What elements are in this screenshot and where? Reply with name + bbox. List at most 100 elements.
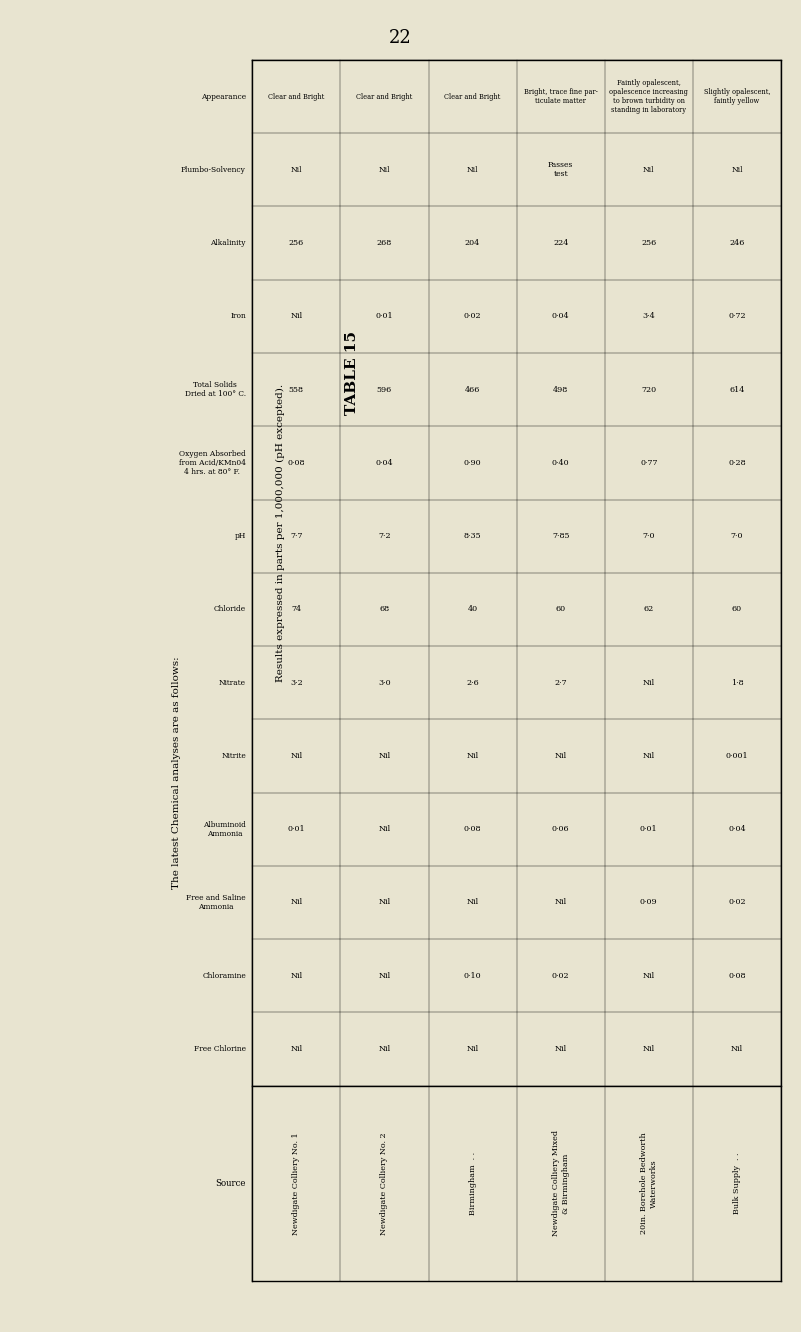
Text: Nil: Nil bbox=[291, 165, 302, 174]
Text: 60: 60 bbox=[732, 605, 742, 614]
Text: 0·28: 0·28 bbox=[728, 458, 746, 468]
Text: Clear and Bright: Clear and Bright bbox=[445, 92, 501, 101]
Text: 20in. Borehole Bedworth
Waterworks: 20in. Borehole Bedworth Waterworks bbox=[640, 1132, 658, 1235]
Text: 204: 204 bbox=[465, 238, 481, 248]
Text: 0·09: 0·09 bbox=[640, 898, 658, 907]
Text: 466: 466 bbox=[465, 385, 481, 394]
Text: 558: 558 bbox=[289, 385, 304, 394]
Text: Albuminoid
Ammonia: Albuminoid Ammonia bbox=[203, 821, 246, 838]
Text: Nil: Nil bbox=[379, 165, 390, 174]
Text: Nitrate: Nitrate bbox=[219, 678, 246, 687]
Text: 256: 256 bbox=[641, 238, 657, 248]
Text: Nil: Nil bbox=[290, 751, 303, 761]
Text: 0·08: 0·08 bbox=[728, 971, 746, 980]
Text: Nil: Nil bbox=[378, 1044, 391, 1054]
Text: 2·7: 2·7 bbox=[554, 678, 567, 687]
Text: Nil: Nil bbox=[378, 751, 391, 761]
Text: Nil: Nil bbox=[466, 1044, 479, 1054]
Text: Newdigate Colliery Mixed
& Birmingham: Newdigate Colliery Mixed & Birmingham bbox=[552, 1131, 570, 1236]
Text: Nil: Nil bbox=[466, 898, 479, 907]
Text: 0·01: 0·01 bbox=[288, 825, 305, 834]
Text: Clear and Bright: Clear and Bright bbox=[356, 92, 413, 101]
Text: 256: 256 bbox=[288, 238, 304, 248]
Text: 0·08: 0·08 bbox=[288, 458, 305, 468]
Text: 0·02: 0·02 bbox=[552, 971, 570, 980]
Text: 3·2: 3·2 bbox=[290, 678, 303, 687]
Text: 40: 40 bbox=[468, 605, 477, 614]
Text: 0·77: 0·77 bbox=[640, 458, 658, 468]
Text: Total Solids
Dried at 100° C.: Total Solids Dried at 100° C. bbox=[185, 381, 246, 398]
Text: Nil: Nil bbox=[642, 971, 655, 980]
Text: Nil: Nil bbox=[378, 898, 391, 907]
Text: 7·0: 7·0 bbox=[731, 531, 743, 541]
Text: Nil: Nil bbox=[554, 898, 567, 907]
Text: Nil: Nil bbox=[642, 1044, 655, 1054]
Text: 7·2: 7·2 bbox=[378, 531, 391, 541]
Text: Clear and Bright: Clear and Bright bbox=[268, 92, 324, 101]
Text: 246: 246 bbox=[729, 238, 745, 248]
Text: Source: Source bbox=[215, 1179, 246, 1188]
Text: Nitrite: Nitrite bbox=[221, 751, 246, 761]
Text: 596: 596 bbox=[376, 385, 392, 394]
Text: Free and Saline
Ammonia: Free and Saline Ammonia bbox=[187, 894, 246, 911]
Text: Newdigate Colliery No. 2: Newdigate Colliery No. 2 bbox=[380, 1132, 388, 1235]
Text: Nil: Nil bbox=[290, 898, 303, 907]
Text: Iron: Iron bbox=[230, 312, 246, 321]
Text: 7·0: 7·0 bbox=[642, 531, 655, 541]
Text: Slightly opalescent,
faintly yellow: Slightly opalescent, faintly yellow bbox=[703, 88, 771, 105]
Text: 0·90: 0·90 bbox=[464, 458, 481, 468]
Text: 22: 22 bbox=[389, 29, 412, 48]
Text: 720: 720 bbox=[642, 385, 656, 394]
Text: Faintly opalescent,
opalescence increasing
to brown turbidity on
standing in lab: Faintly opalescent, opalescence increasi… bbox=[610, 79, 688, 115]
Text: Passes
test: Passes test bbox=[548, 161, 574, 178]
Text: 68: 68 bbox=[380, 605, 389, 614]
Text: Alkalinity: Alkalinity bbox=[211, 238, 246, 248]
Text: Nil: Nil bbox=[554, 751, 567, 761]
Text: Nil: Nil bbox=[731, 1044, 743, 1054]
Text: Nil: Nil bbox=[290, 1044, 303, 1054]
Text: Nil: Nil bbox=[466, 751, 479, 761]
Text: 74: 74 bbox=[292, 605, 301, 614]
Text: 0·06: 0·06 bbox=[552, 825, 570, 834]
Text: Bulk Supply  . .: Bulk Supply . . bbox=[733, 1152, 741, 1215]
Text: Chloramine: Chloramine bbox=[202, 971, 246, 980]
Text: Nil: Nil bbox=[290, 971, 303, 980]
Text: Results expressed in parts per 1,000,000 (pH excepted).: Results expressed in parts per 1,000,000… bbox=[276, 384, 285, 682]
Text: 7·7: 7·7 bbox=[290, 531, 303, 541]
Text: 0·001: 0·001 bbox=[726, 751, 748, 761]
Text: 2·6: 2·6 bbox=[466, 678, 479, 687]
Text: Plumbo-Solvency: Plumbo-Solvency bbox=[181, 165, 246, 174]
Text: 3·4: 3·4 bbox=[642, 312, 655, 321]
Text: Free Chlorine: Free Chlorine bbox=[194, 1044, 246, 1054]
Text: Newdigate Colliery No. 1: Newdigate Colliery No. 1 bbox=[292, 1132, 300, 1235]
Text: 0·04: 0·04 bbox=[376, 458, 393, 468]
Text: Appearance: Appearance bbox=[201, 92, 246, 101]
Text: The latest Chemical analyses are as follows:: The latest Chemical analyses are as foll… bbox=[171, 657, 181, 888]
Text: Nil: Nil bbox=[642, 751, 655, 761]
Text: 0·10: 0·10 bbox=[464, 971, 481, 980]
Text: 498: 498 bbox=[553, 385, 569, 394]
Text: 0·04: 0·04 bbox=[728, 825, 746, 834]
Text: 3·0: 3·0 bbox=[378, 678, 391, 687]
Text: 7·85: 7·85 bbox=[552, 531, 570, 541]
Text: 1·8: 1·8 bbox=[731, 678, 743, 687]
Text: 0·01: 0·01 bbox=[640, 825, 658, 834]
Text: pH: pH bbox=[235, 531, 246, 541]
Text: 268: 268 bbox=[376, 238, 392, 248]
Text: Oxygen Absorbed
from Acid/KMn04
4 hrs. at 80° F.: Oxygen Absorbed from Acid/KMn04 4 hrs. a… bbox=[179, 450, 246, 476]
Text: Nil: Nil bbox=[643, 165, 654, 174]
Text: 0·02: 0·02 bbox=[464, 312, 481, 321]
Text: Nil: Nil bbox=[554, 1044, 567, 1054]
Text: 0·04: 0·04 bbox=[552, 312, 570, 321]
Text: Nil: Nil bbox=[731, 165, 743, 174]
Text: 614: 614 bbox=[729, 385, 745, 394]
Text: 224: 224 bbox=[553, 238, 569, 248]
Text: 0·40: 0·40 bbox=[552, 458, 570, 468]
Text: 0·72: 0·72 bbox=[728, 312, 746, 321]
Text: Nil: Nil bbox=[467, 165, 478, 174]
Text: Nil: Nil bbox=[378, 971, 391, 980]
Text: Nil: Nil bbox=[642, 678, 655, 687]
Text: TABLE 15: TABLE 15 bbox=[345, 330, 360, 416]
Text: Nil: Nil bbox=[290, 312, 303, 321]
Text: Bright, trace fine par-
ticulate matter: Bright, trace fine par- ticulate matter bbox=[524, 88, 598, 105]
